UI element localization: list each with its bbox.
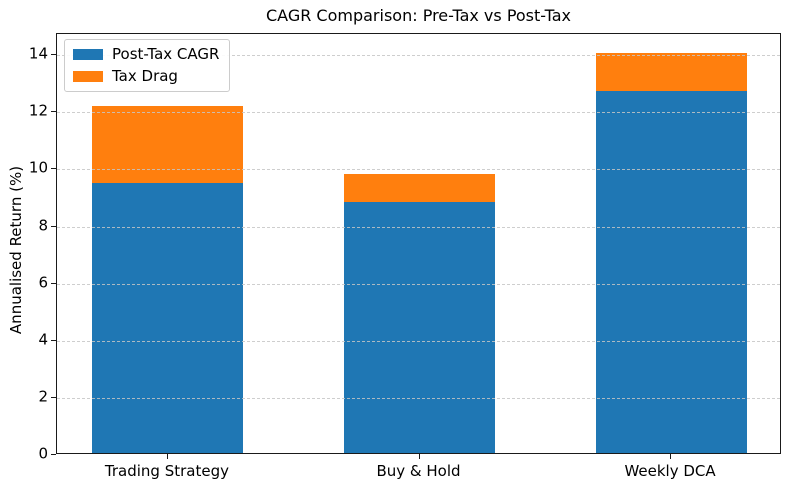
y-tick-mark — [51, 225, 56, 227]
y-tick-label: 0 — [38, 444, 48, 463]
y-tick-mark — [51, 168, 56, 170]
y-tick-label: 14 — [28, 44, 48, 63]
x-tick-mark — [166, 454, 168, 459]
y-tick-mark — [51, 54, 56, 56]
y-tick-mark — [51, 111, 56, 113]
y-tick-mark — [51, 282, 56, 284]
y-tick-mark — [51, 396, 56, 398]
y-tick-label: 4 — [38, 330, 48, 349]
bar-group — [92, 105, 244, 453]
y-tick-mark — [51, 339, 56, 341]
x-tick-label: Trading Strategy — [104, 462, 229, 480]
plot-area: Post-Tax CAGR Tax Drag — [56, 33, 781, 454]
x-tick-mark — [670, 454, 672, 459]
legend-swatch — [73, 49, 103, 60]
bar-layer — [57, 34, 780, 453]
bar-segment — [595, 52, 747, 92]
bar-segment — [344, 202, 495, 453]
bar-segment — [595, 91, 747, 453]
bar-segment — [344, 173, 495, 203]
legend: Post-Tax CAGR Tax Drag — [64, 39, 231, 92]
bar-group — [595, 52, 747, 453]
x-tick-label: Weekly DCA — [624, 462, 716, 480]
x-tick-mark — [418, 454, 420, 459]
legend-entry: Post-Tax CAGR — [73, 47, 219, 62]
y-axis-label: Annualised Return (%) — [7, 165, 25, 335]
y-tick-label: 8 — [38, 216, 48, 234]
y-tick-mark — [51, 454, 56, 455]
legend-label: Post-Tax CAGR — [112, 45, 220, 63]
bar-segment — [92, 183, 244, 453]
bar-group — [344, 173, 495, 453]
x-tick-label: Buy & Hold — [376, 462, 461, 480]
y-tick-label: 12 — [28, 101, 48, 120]
legend-label: Tax Drag — [112, 67, 178, 85]
y-tick-label: 6 — [38, 273, 48, 292]
chart-title: CAGR Comparison: Pre-Tax vs Post-Tax — [265, 6, 571, 25]
bar-segment — [92, 105, 244, 184]
legend-entry: Tax Drag — [73, 69, 219, 84]
y-tick-label: 2 — [38, 387, 48, 406]
legend-swatch — [73, 71, 103, 82]
y-tick-label: 10 — [28, 158, 48, 177]
